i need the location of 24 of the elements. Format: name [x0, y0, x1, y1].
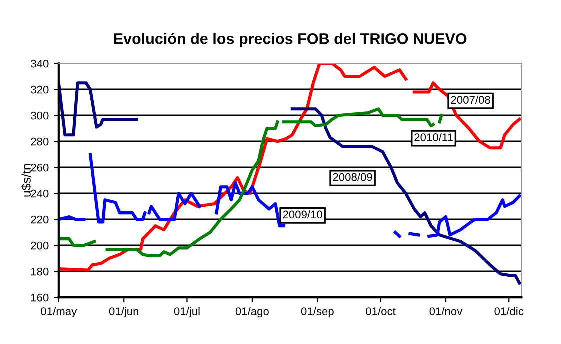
y-tick-label: 320	[31, 86, 49, 94]
chart-title: Evolución de los precios FOB del TRIGO NUEVO	[114, 32, 467, 48]
y-tick-label: 220	[31, 216, 49, 224]
x-tick-label: 01/jun	[109, 307, 139, 318]
x-tick-label: 01/jul	[174, 307, 200, 318]
y-tick-label: 300	[31, 112, 49, 120]
x-tick-label: 01/dic	[494, 307, 524, 316]
x-tick-label: 01/sep	[301, 307, 334, 318]
y-axis-title: u$s/tn	[22, 164, 32, 197]
series-label: 2007/08	[451, 96, 490, 104]
x-tick-label: 01/ago	[236, 307, 269, 318]
x-tick-label: 01/may	[41, 307, 78, 318]
y-tick-label: 180	[31, 268, 49, 276]
y-tick-label: 240	[31, 190, 49, 198]
y-tick-label: 200	[31, 242, 49, 250]
y-tick-label: 260	[31, 164, 49, 172]
series-label: 2008/09	[333, 173, 372, 182]
y-tick-label: 160	[31, 294, 49, 302]
y-tick-label: 340	[31, 60, 49, 68]
series-label: 2009/10	[283, 210, 322, 219]
x-tick-label: 01/oct	[366, 307, 396, 316]
series-label: 2010/11	[414, 133, 453, 142]
x-tick-label: 01/nov	[430, 307, 463, 316]
y-tick-label: 280	[31, 138, 49, 146]
